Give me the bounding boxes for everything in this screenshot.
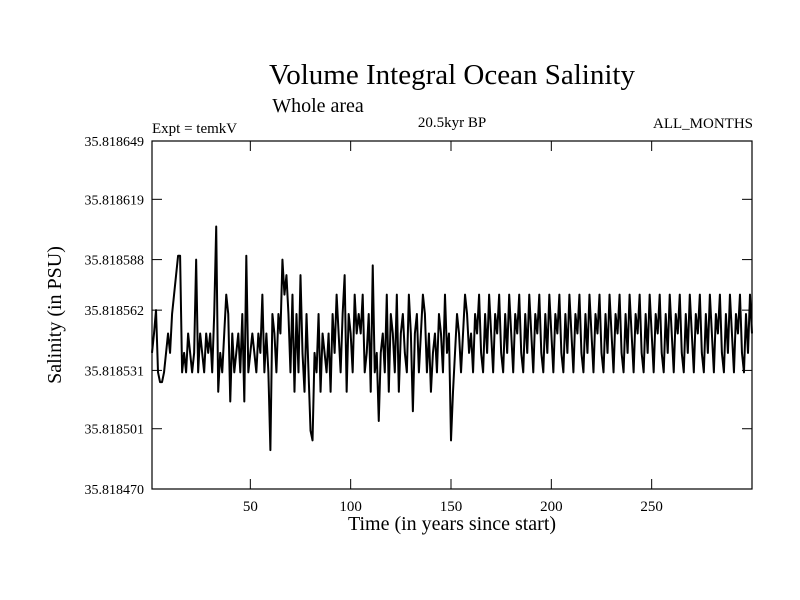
months-label: ALL_MONTHS: [653, 116, 753, 132]
y-tick-label: 35.818619: [85, 193, 145, 208]
x-axis: 50 100 150 200 250: [243, 141, 663, 515]
y-axis-label: Salinity (in PSU): [44, 246, 66, 384]
chart-title: Volume Integral Ocean Salinity: [269, 59, 635, 91]
y-tick-label: 35.818649: [85, 135, 145, 150]
x-tick-label: 50: [243, 499, 258, 515]
y-tick-label: 35.818470: [85, 483, 145, 498]
x-axis-label: Time (in years since start): [348, 513, 556, 535]
y-tick-label: 35.818562: [85, 304, 145, 319]
x-tick-label: 250: [640, 499, 663, 515]
salinity-series-line: [151, 225, 753, 452]
x-tick-label: 150: [440, 499, 463, 515]
plot-frame: [151, 140, 753, 490]
x-tick-label: 200: [540, 499, 563, 515]
x-tick-label: 100: [339, 499, 362, 515]
y-tick-label: 35.818501: [85, 423, 145, 438]
y-axis: 35.818470 35.818501 35.818531 35.818562 35.8…: [85, 135, 752, 498]
period-label: 20.5kyr BP: [418, 115, 486, 131]
chart-subtitle: Whole area: [272, 95, 364, 117]
y-tick-label: 35.818531: [85, 364, 145, 379]
experiment-label: Expt = temkV: [152, 121, 237, 137]
y-tick-label: 35.818588: [85, 254, 145, 269]
